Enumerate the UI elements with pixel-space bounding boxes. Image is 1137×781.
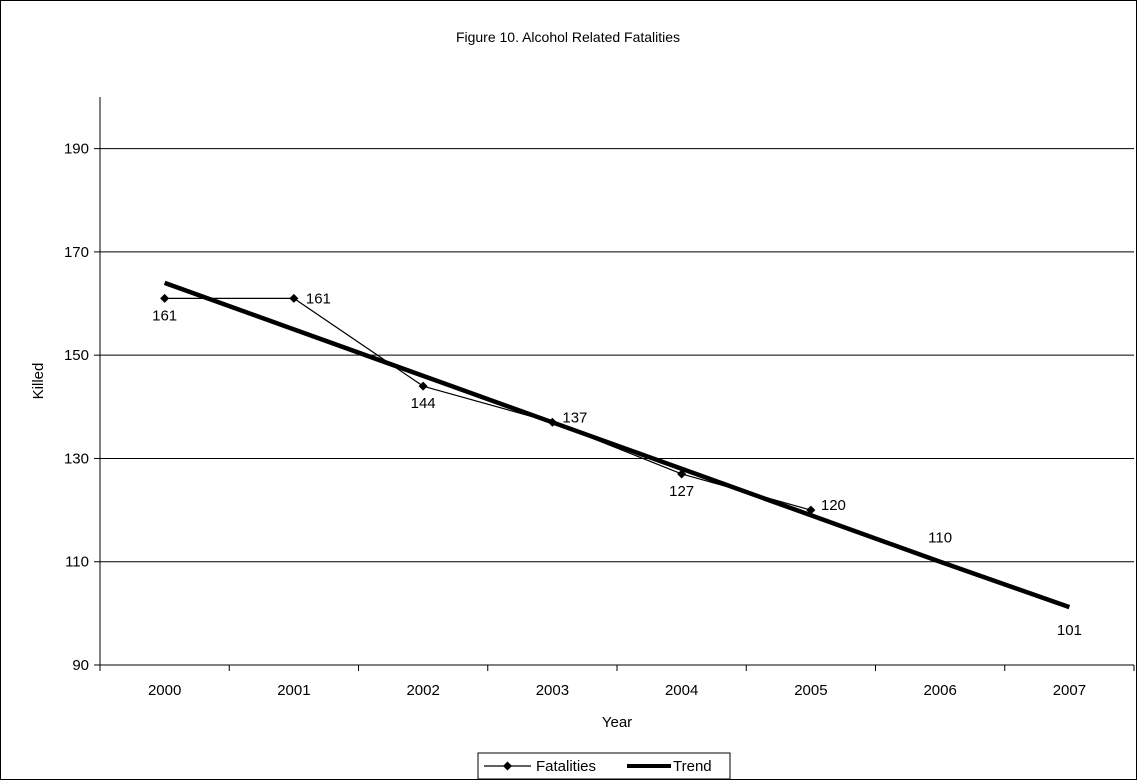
data-label-fatalities: 161 [152, 307, 177, 324]
y-tick-label: 130 [64, 450, 89, 467]
x-tick-label: 2002 [406, 682, 439, 699]
x-axis-label: Year [602, 714, 632, 731]
data-label-fatalities: 161 [306, 290, 331, 307]
series [160, 280, 1071, 610]
y-tick-label: 90 [72, 657, 89, 674]
x-tick-label: 2004 [665, 682, 698, 699]
legend-label-fatalities: Fatalities [536, 758, 596, 775]
data-label-fatalities: 137 [562, 409, 587, 426]
y-tick-label: 150 [64, 347, 89, 364]
data-point-fatalities [547, 417, 557, 427]
x-tick-labels: 2000 2001 2002 2003 2004 2005 2006 2007 [148, 682, 1086, 699]
x-tick-label: 2006 [923, 682, 956, 699]
chart-title: Figure 10. Alcohol Related Fatalities [456, 29, 680, 45]
gridlines [100, 148, 1134, 563]
data-point-fatalities [806, 505, 816, 515]
data-point-fatalities [160, 293, 170, 303]
data-point-fatalities [418, 381, 428, 391]
legend-label-trend: Trend [673, 758, 712, 775]
data-label-fatalities: 144 [411, 395, 436, 412]
legend-marker-fatalities [503, 761, 512, 771]
data-label-trend: 101 [1057, 622, 1082, 639]
x-tick-label: 2001 [277, 682, 310, 699]
series-line-fatalities [164, 297, 812, 511]
series-line-trend [163, 280, 1071, 610]
data-label-fatalities: 127 [669, 483, 694, 500]
data-point-fatalities [677, 469, 687, 479]
data-label-trend: 110 [928, 530, 952, 547]
y-tick-label: 170 [64, 244, 89, 261]
x-tick-label: 2000 [148, 682, 181, 699]
y-tick-labels: 90 110 130 150 170 190 [64, 141, 89, 674]
x-tick-label: 2005 [794, 682, 827, 699]
axes [94, 97, 1135, 671]
y-axis-label: Killed [30, 363, 47, 400]
y-tick-label: 110 [65, 554, 89, 571]
data-labels: 161 161 144 137 127 120 110 101 [152, 290, 1082, 639]
x-tick-label: 2003 [536, 682, 569, 699]
x-tick-label: 2007 [1053, 682, 1086, 699]
y-tick-label: 190 [64, 141, 89, 158]
data-point-fatalities [289, 293, 299, 303]
data-label-fatalities: 120 [821, 497, 846, 514]
legend: Fatalities Trend [477, 752, 731, 780]
